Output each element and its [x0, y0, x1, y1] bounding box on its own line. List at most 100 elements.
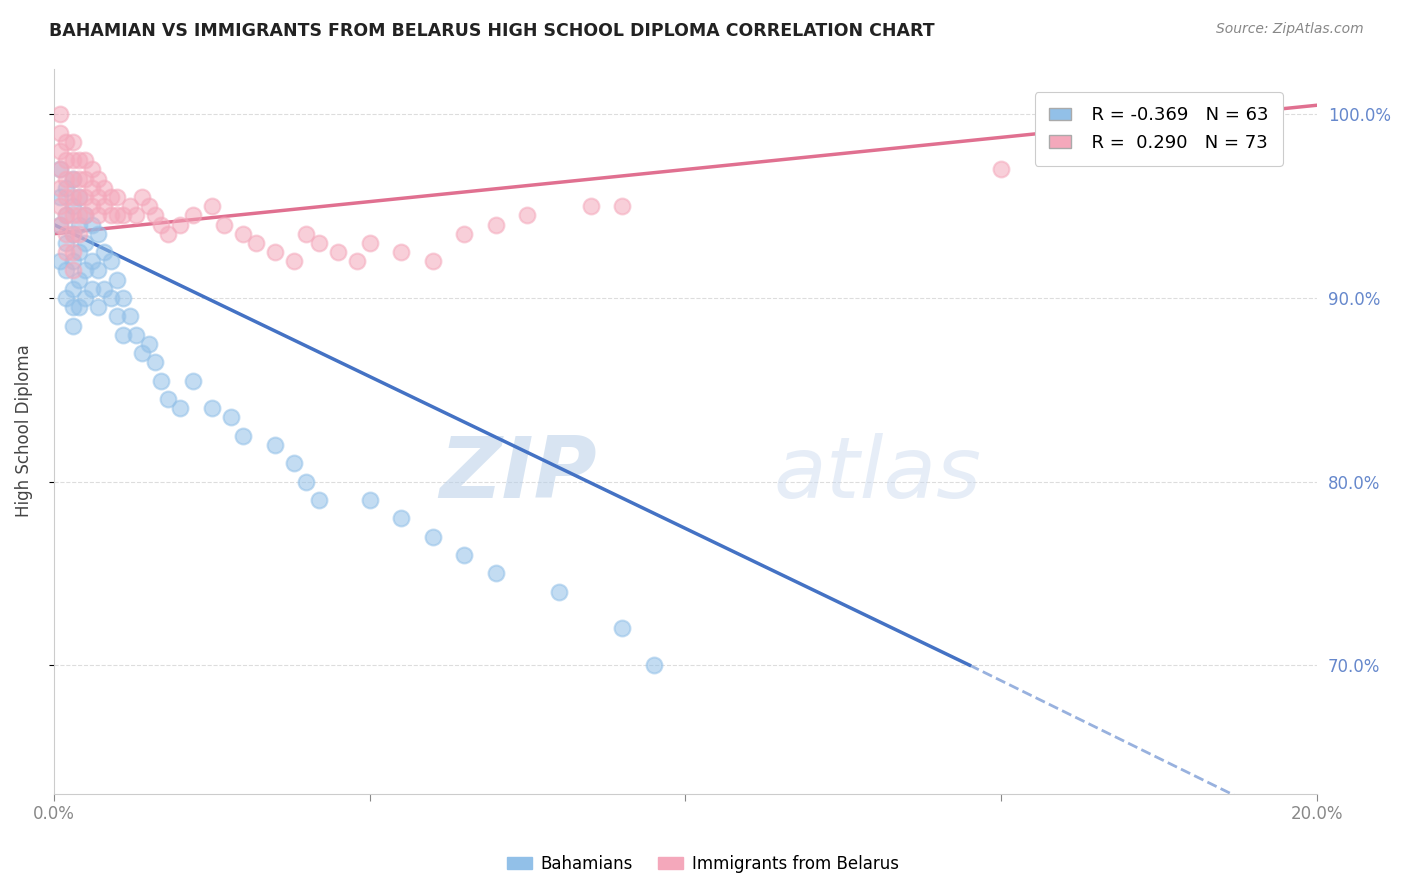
Point: [263, 438, 285, 452]
Point: [156, 392, 179, 406]
Point: [138, 199, 160, 213]
Point: [67, 190, 90, 204]
Point: [80, 254, 103, 268]
Point: [87, 208, 110, 222]
Text: atlas: atlas: [773, 434, 981, 516]
Point: [201, 199, 224, 213]
Point: [55, 235, 77, 250]
Point: [150, 218, 173, 232]
Point: [62, 254, 84, 268]
Point: [62, 245, 84, 260]
Point: [169, 218, 191, 232]
Point: [62, 190, 84, 204]
Point: [55, 245, 77, 260]
Point: [67, 227, 90, 241]
Point: [62, 135, 84, 149]
Point: [150, 374, 173, 388]
Point: [643, 658, 665, 673]
Point: [75, 153, 97, 168]
Point: [453, 227, 475, 241]
Point: [49, 254, 72, 268]
Legend:   R = -0.369   N = 63,   R =  0.290   N = 73: R = -0.369 N = 63, R = 0.290 N = 73: [1035, 92, 1282, 166]
Point: [326, 245, 349, 260]
Point: [93, 282, 115, 296]
Point: [87, 227, 110, 241]
Point: [49, 181, 72, 195]
Point: [169, 401, 191, 416]
Point: [232, 428, 254, 442]
Point: [49, 162, 72, 177]
Point: [579, 199, 602, 213]
Point: [62, 263, 84, 277]
Text: Source: ZipAtlas.com: Source: ZipAtlas.com: [1216, 22, 1364, 37]
Point: [389, 511, 412, 525]
Point: [143, 208, 166, 222]
Point: [75, 291, 97, 305]
Point: [93, 199, 115, 213]
Point: [422, 254, 444, 268]
Point: [62, 227, 84, 241]
Point: [80, 218, 103, 232]
Point: [55, 135, 77, 149]
Legend: Bahamians, Immigrants from Belarus: Bahamians, Immigrants from Belarus: [501, 848, 905, 880]
Point: [67, 190, 90, 204]
Point: [156, 227, 179, 241]
Point: [80, 199, 103, 213]
Point: [62, 171, 84, 186]
Point: [283, 254, 305, 268]
Point: [80, 162, 103, 177]
Point: [612, 622, 634, 636]
Point: [62, 300, 84, 314]
Point: [125, 327, 148, 342]
Point: [485, 566, 508, 581]
Point: [67, 208, 90, 222]
Point: [62, 171, 84, 186]
Point: [55, 208, 77, 222]
Point: [62, 318, 84, 333]
Point: [359, 235, 381, 250]
Point: [80, 282, 103, 296]
Point: [55, 190, 77, 204]
Text: ZIP: ZIP: [439, 434, 598, 516]
Point: [548, 584, 571, 599]
Point: [93, 181, 115, 195]
Point: [49, 144, 72, 158]
Point: [516, 208, 538, 222]
Point: [612, 199, 634, 213]
Point: [131, 190, 153, 204]
Point: [181, 374, 204, 388]
Point: [87, 171, 110, 186]
Point: [118, 310, 141, 324]
Point: [67, 300, 90, 314]
Point: [422, 530, 444, 544]
Point: [49, 218, 72, 232]
Point: [389, 245, 412, 260]
Y-axis label: High School Diploma: High School Diploma: [15, 344, 32, 517]
Point: [62, 282, 84, 296]
Point: [62, 153, 84, 168]
Point: [105, 272, 128, 286]
Point: [263, 245, 285, 260]
Point: [62, 199, 84, 213]
Point: [80, 181, 103, 195]
Point: [49, 162, 72, 177]
Point: [55, 208, 77, 222]
Point: [49, 218, 72, 232]
Point: [67, 272, 90, 286]
Point: [143, 355, 166, 369]
Point: [105, 190, 128, 204]
Point: [55, 227, 77, 241]
Point: [283, 456, 305, 470]
Point: [100, 254, 122, 268]
Point: [112, 291, 135, 305]
Point: [62, 208, 84, 222]
Point: [55, 171, 77, 186]
Point: [49, 107, 72, 121]
Point: [75, 208, 97, 222]
Point: [346, 254, 368, 268]
Point: [990, 162, 1012, 177]
Point: [67, 171, 90, 186]
Point: [55, 291, 77, 305]
Point: [1211, 107, 1233, 121]
Point: [118, 199, 141, 213]
